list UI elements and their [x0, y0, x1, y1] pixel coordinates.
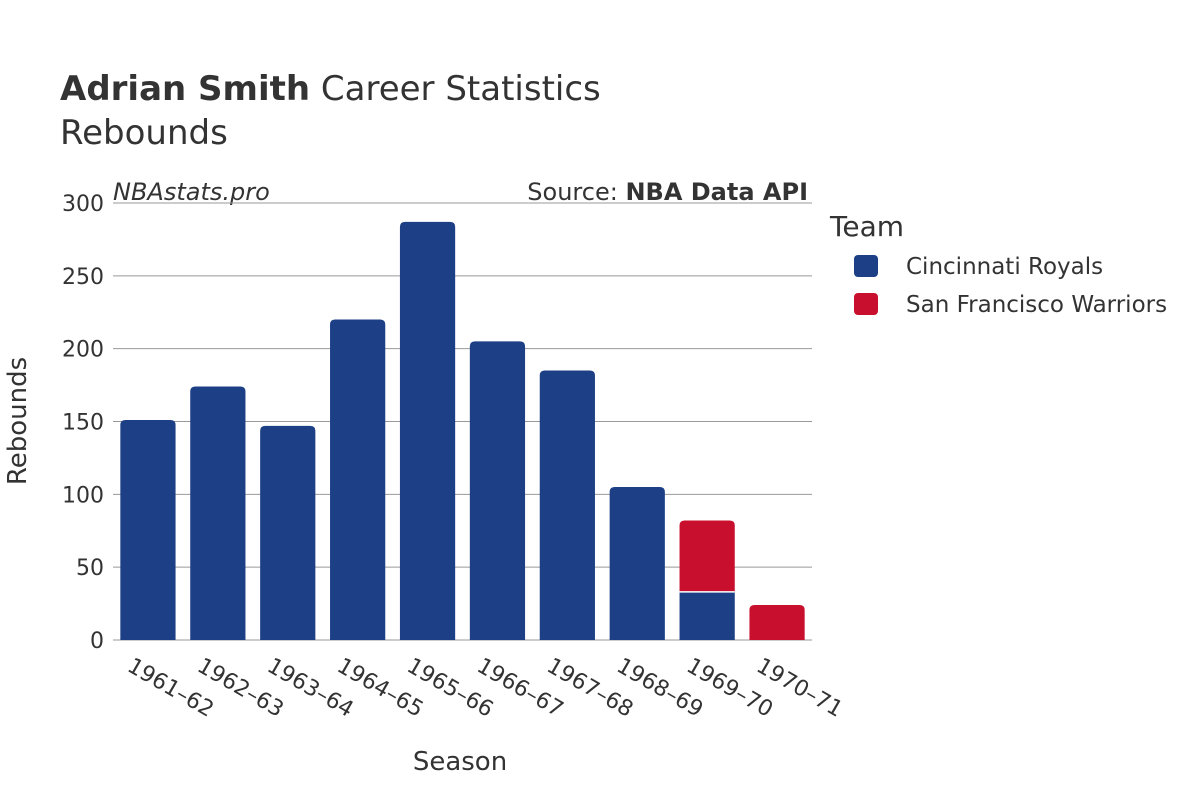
chart-title-player: Adrian Smith — [60, 69, 310, 109]
legend-swatch — [854, 293, 878, 315]
bar-cincinnati-royals — [330, 319, 386, 640]
bar-cincinnati-royals — [469, 341, 526, 640]
bar-cincinnati-royals — [609, 487, 665, 640]
y-tick-label: 300 — [62, 192, 104, 217]
bar-cincinnati-royals — [679, 591, 735, 640]
bar-cincinnati-royals — [190, 386, 246, 640]
bar-cincinnati-royals — [260, 425, 316, 640]
bar-cincinnati-royals — [539, 370, 595, 640]
x-axis-label: Season — [413, 747, 507, 777]
bar-cincinnati-royals — [399, 221, 456, 641]
legend-swatch — [854, 255, 878, 277]
chart-subtitle: Rebounds — [60, 113, 228, 153]
source-credit: Source: NBA Data API — [527, 178, 808, 206]
y-axis-ticks: 0 50 100 150 200 250 300 — [62, 192, 104, 654]
y-tick-label: 0 — [90, 629, 104, 654]
y-tick-label: 200 — [62, 338, 104, 363]
y-tick-label: 50 — [76, 556, 104, 581]
y-tick-label: 150 — [62, 411, 104, 436]
bar-san-francisco-warriors — [679, 520, 735, 592]
chart-title: Adrian Smith Career Statistics — [60, 69, 601, 109]
y-tick-label: 250 — [62, 265, 104, 290]
bars — [120, 221, 805, 641]
y-tick-label: 100 — [62, 483, 104, 508]
watermark: NBAstats.pro — [113, 178, 270, 206]
legend-label: Cincinnati Royals — [906, 254, 1103, 280]
legend-title: Team — [829, 210, 904, 243]
x-axis-ticks: 1961–621962–631963–641964–651965–661966–… — [123, 654, 847, 723]
bar-cincinnati-royals — [120, 420, 176, 640]
y-axis-label: Rebounds — [3, 357, 33, 485]
source-name: NBA Data API — [625, 178, 808, 206]
legend-label: San Francisco Warriors — [906, 292, 1167, 318]
legend: Cincinnati Royals San Francisco Warriors — [854, 254, 1167, 318]
source-prefix: Source: — [527, 178, 625, 206]
bar-san-francisco-warriors — [749, 605, 805, 640]
chart-title-rest: Career Statistics — [310, 69, 601, 109]
